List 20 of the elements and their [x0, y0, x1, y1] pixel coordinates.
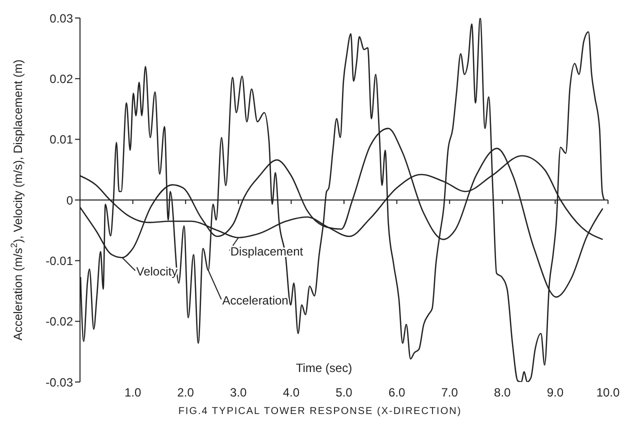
y-tick-label: -0.02 [46, 314, 74, 329]
x-tick-label: 7.0 [441, 386, 458, 400]
x-tick-label: 2.0 [177, 386, 194, 400]
y-tick-label: 0.02 [50, 72, 74, 86]
x-tick-label: 3.0 [230, 386, 248, 400]
y-tick-label: 0.03 [50, 11, 74, 26]
x-tick-label: 6.0 [388, 386, 406, 400]
y-tick-label: 0.01 [50, 132, 74, 147]
y-tick-label: -0.03 [46, 375, 74, 390]
y-tick-label: 0 [66, 193, 74, 208]
x-tick-label: 4.0 [282, 386, 300, 400]
x-tick-label: 8.0 [494, 386, 512, 400]
x-axis-title: Time (sec) [296, 361, 352, 375]
x-tick-label: 1.0 [124, 386, 142, 400]
x-tick-label: 5.0 [336, 386, 353, 400]
x-tick-label: 9.0 [546, 386, 564, 400]
text: FIG.4 TYPICAL TOWER RESPONSE (X-DIRECTION) [177, 406, 463, 417]
x-tick-label: 10.0 [596, 386, 620, 400]
series-label: Acceleration [222, 293, 288, 308]
y-tick-label: -0.01 [46, 254, 74, 268]
